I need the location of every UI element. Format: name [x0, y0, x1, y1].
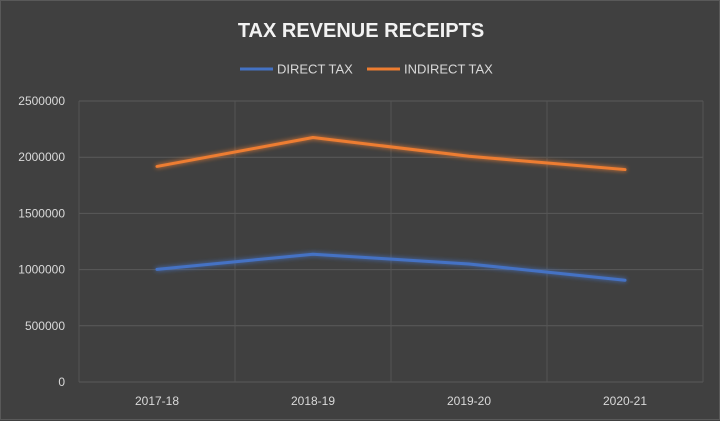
series-line-direct-tax [155, 252, 627, 282]
x-axis-tick-labels: 2017-18 2018-19 2019-20 2020-21 [135, 394, 647, 408]
y-tick-label: 0 [58, 375, 65, 389]
y-tick-label: 1500000 [18, 206, 65, 220]
y-tick-label: 1000000 [18, 263, 65, 277]
legend: DIRECT TAX INDIRECT TAX [240, 62, 493, 77]
x-tick-label: 2018-19 [291, 394, 335, 408]
gridlines [78, 100, 704, 383]
legend-label-indirect-tax: INDIRECT TAX [404, 62, 493, 77]
x-tick-label: 2020-21 [603, 394, 647, 408]
chart-title: TAX REVENUE RECEIPTS [238, 20, 484, 42]
y-tick-label: 500000 [25, 319, 65, 333]
series-lines [155, 136, 627, 282]
y-tick-label: 2500000 [18, 94, 65, 108]
y-tick-label: 2000000 [18, 150, 65, 164]
x-tick-label: 2017-18 [135, 394, 179, 408]
y-axis-tick-labels: 0 500000 1000000 1500000 2000000 2500000 [18, 94, 65, 389]
series-line-indirect-tax [155, 136, 627, 172]
legend-label-direct-tax: DIRECT TAX [277, 62, 353, 77]
x-tick-label: 2019-20 [447, 394, 491, 408]
